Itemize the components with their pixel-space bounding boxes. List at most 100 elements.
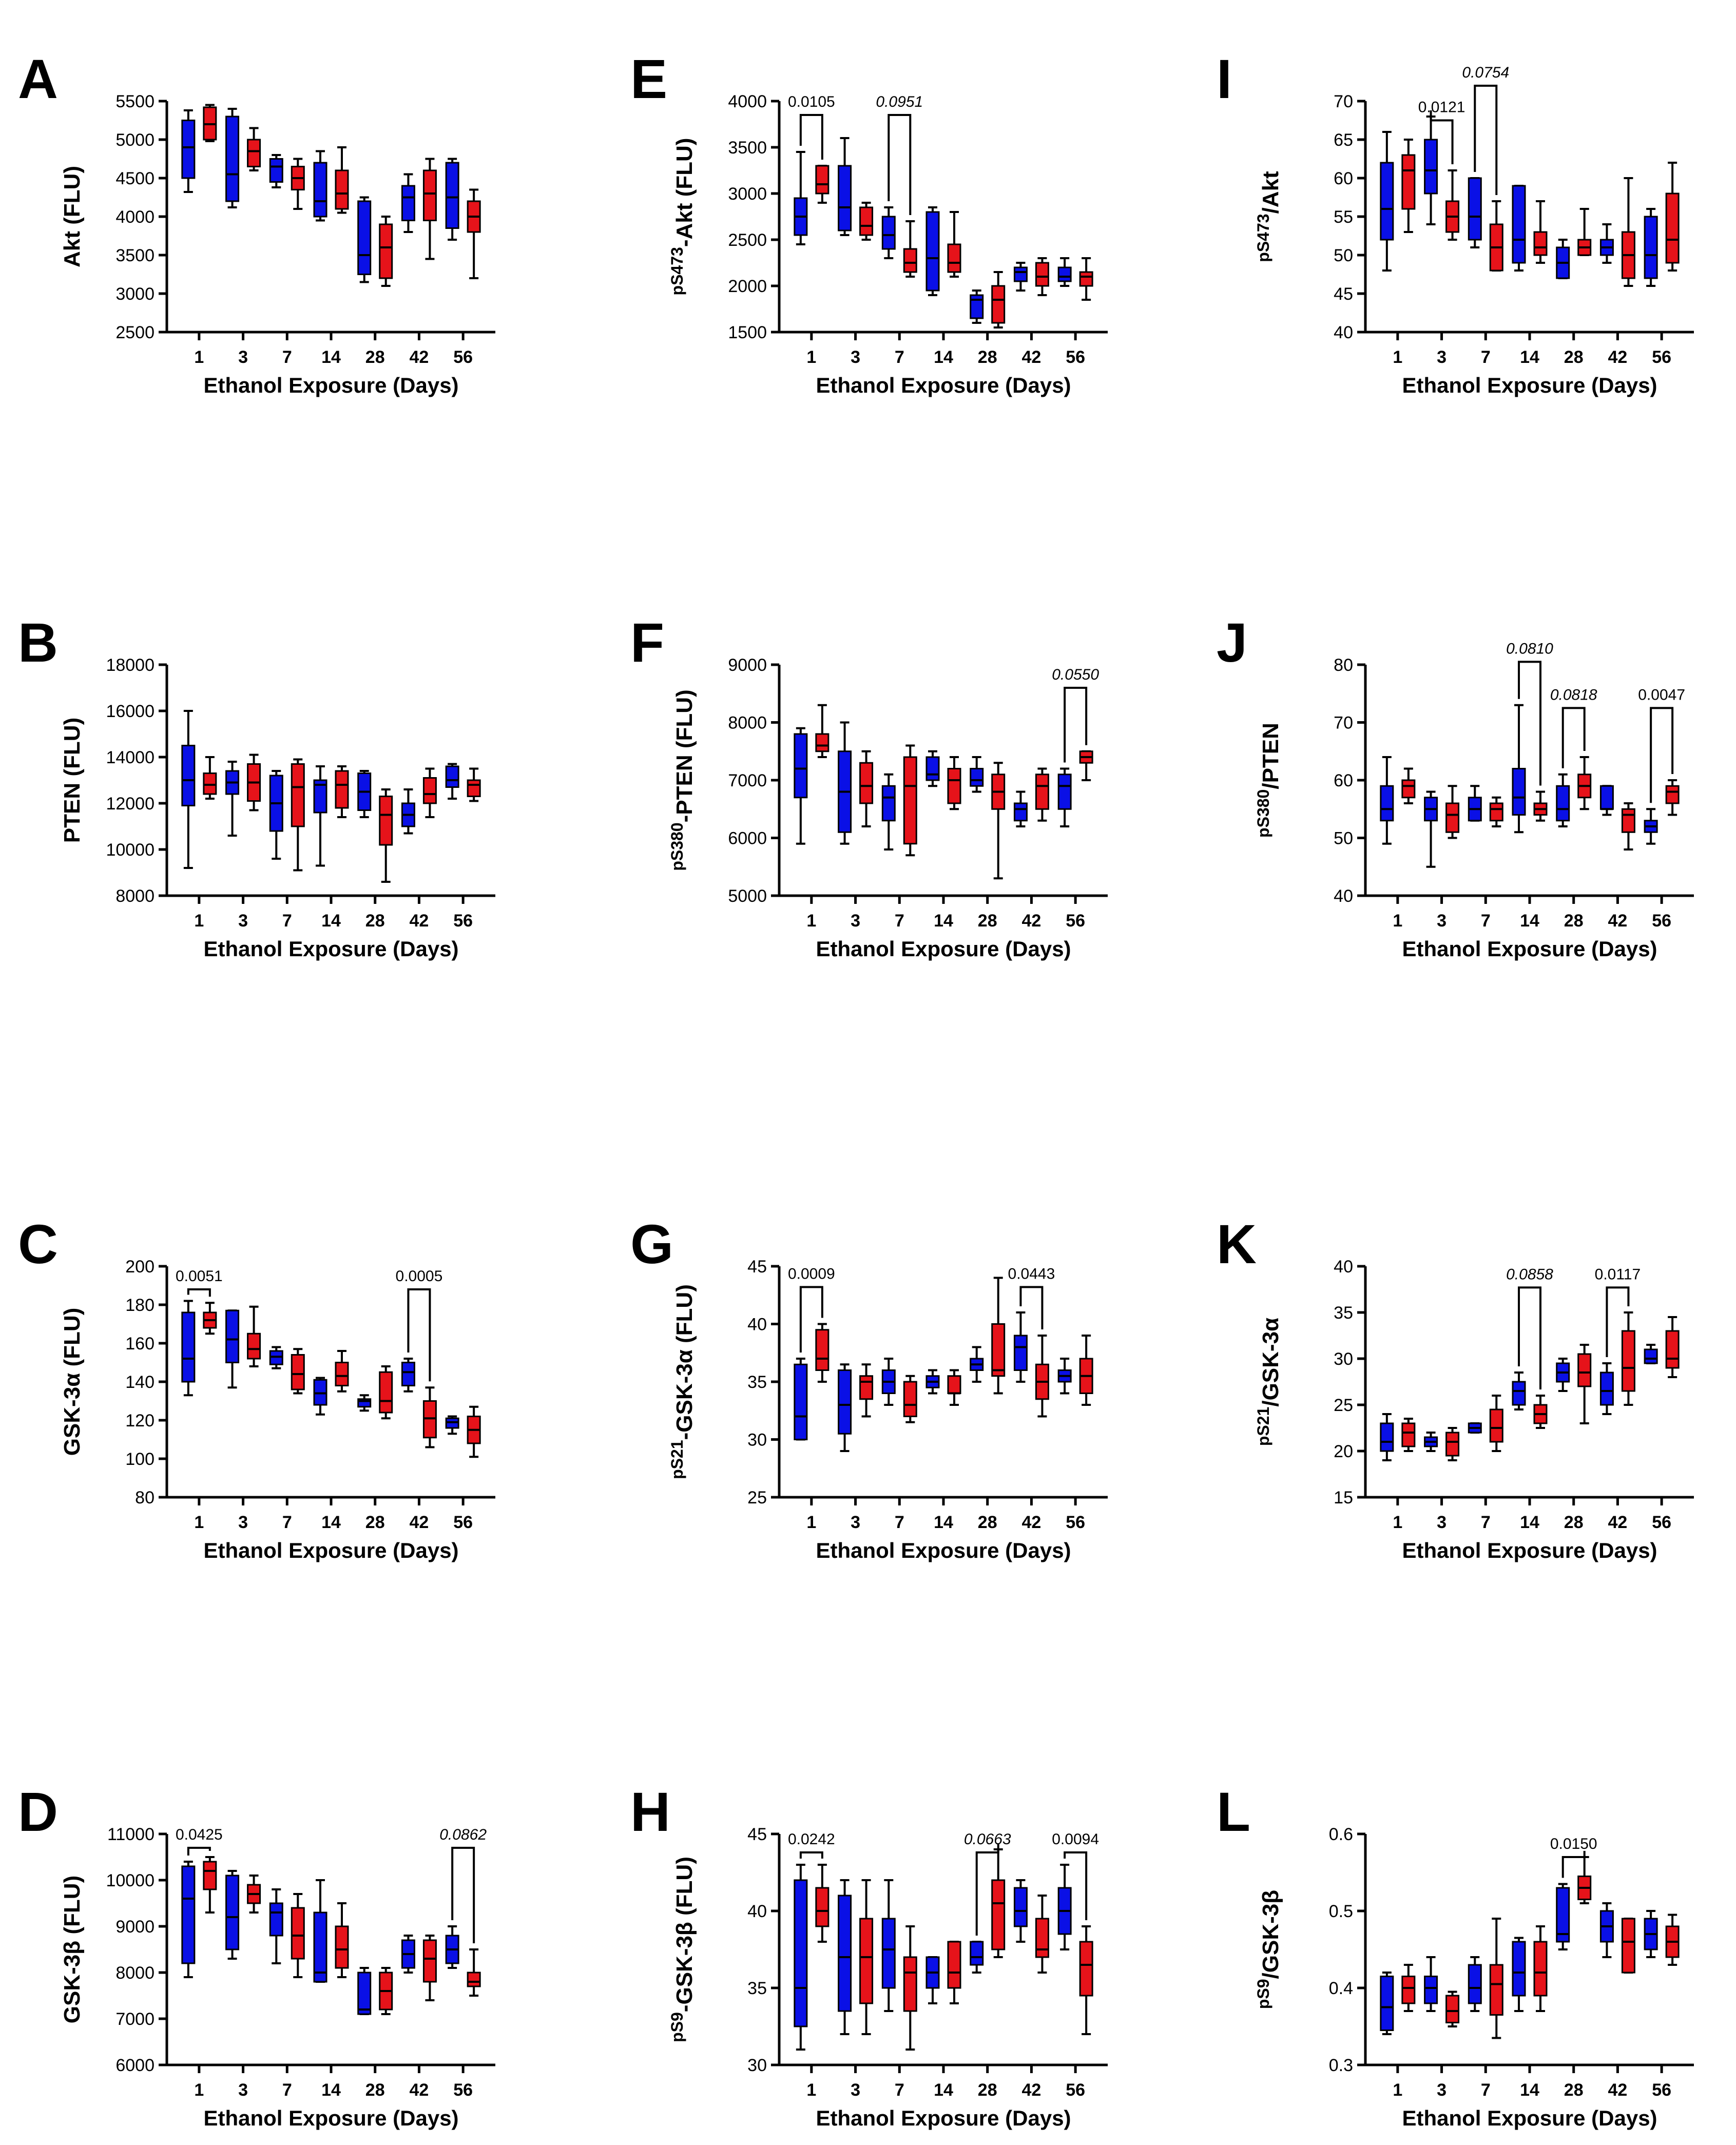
ethanol-box xyxy=(467,767,481,802)
x-tick-label: 28 xyxy=(365,911,385,931)
x-tick-label: 42 xyxy=(1608,347,1628,367)
box-body xyxy=(991,1323,1006,1377)
control-box xyxy=(1644,1344,1658,1364)
ethanol-box xyxy=(1665,1914,1680,1966)
y-tick-label: 70 xyxy=(1334,713,1353,733)
panel-j: J 40 50 60 70 80 1 3 7 14 28 42 56 Ethanol Exposure (… xyxy=(1217,611,1694,961)
x-tick-label: 3 xyxy=(851,911,860,931)
box-body xyxy=(1445,802,1460,833)
control-box xyxy=(1556,773,1570,827)
y-tick-label: 3500 xyxy=(728,138,767,158)
ethanol-box xyxy=(335,1350,349,1393)
x-tick-label: 42 xyxy=(410,911,429,931)
y-tick-label: 12000 xyxy=(106,794,155,814)
box-body xyxy=(1401,1976,1416,2004)
control-box xyxy=(1468,1422,1482,1434)
ethanol-box xyxy=(203,1856,217,1914)
control-box xyxy=(838,721,852,845)
x-axis-label: Ethanol Exposure (Days) xyxy=(203,937,458,961)
x-tick-label: 56 xyxy=(1652,2080,1671,2100)
ethanol-box xyxy=(1577,1344,1592,1424)
y-axis-label: GSK-3β (FLU) xyxy=(60,1876,85,2023)
control-box xyxy=(1057,1358,1072,1395)
x-tick-label: 56 xyxy=(1652,347,1671,367)
x-tick-label: 7 xyxy=(282,911,292,931)
panel-h: H 30 35 40 45 1 3 7 14 28 42 56 Ethanol Exposure (Da… xyxy=(630,1781,1108,2130)
control-box xyxy=(1512,185,1526,272)
y-tick-label: 0.5 xyxy=(1329,1902,1353,1921)
control-box xyxy=(225,1870,240,1960)
x-tick-label: 14 xyxy=(1520,347,1539,367)
y-axis-label-text: Akt (FLU) xyxy=(60,166,85,267)
control-box xyxy=(269,1346,283,1369)
ethanol-box xyxy=(1489,1395,1503,1452)
control-box xyxy=(881,1879,896,2012)
x-tick-label: 14 xyxy=(1520,2080,1539,2100)
y-tick-label: 50 xyxy=(1334,829,1353,848)
x-tick-label: 56 xyxy=(453,2080,473,2100)
y-tick-label: 40 xyxy=(747,1315,767,1335)
p-value-label: 0.0818 xyxy=(1550,686,1597,703)
significance-bracket: 0.0858 xyxy=(1506,1266,1553,1389)
box-body xyxy=(1665,192,1680,264)
ethanol-box xyxy=(903,1375,917,1423)
ethanol-box xyxy=(1533,1395,1548,1429)
box-body xyxy=(1489,1964,1503,2016)
control-box xyxy=(794,727,808,845)
control-box xyxy=(357,1967,372,2015)
box-body xyxy=(947,1375,961,1394)
box-body xyxy=(1621,1330,1635,1392)
y-tick-label: 9000 xyxy=(728,655,767,675)
control-box xyxy=(1424,115,1438,225)
control-box xyxy=(445,158,459,241)
control-box xyxy=(970,756,984,793)
x-axis-label: Ethanol Exposure (Days) xyxy=(816,1538,1071,1562)
y-axis-label-text: -Akt (FLU) xyxy=(672,138,697,247)
box-body xyxy=(1489,802,1503,822)
ethanol-box xyxy=(815,165,830,204)
x-tick-label: 28 xyxy=(978,911,997,931)
panel-g: G 25 30 35 40 45 1 3 7 14 28 42 56 Ethanol Exposure (… xyxy=(630,1213,1108,1562)
y-tick-label: 9000 xyxy=(115,1917,155,1937)
y-axis-label-superscript: pS21 xyxy=(1254,1407,1272,1446)
p-value-label: 0.0810 xyxy=(1506,640,1553,657)
control-box xyxy=(225,1309,240,1389)
control-box xyxy=(1013,1311,1028,1383)
significance-bracket: 0.0818 xyxy=(1550,686,1597,768)
p-value-label: 0.0005 xyxy=(396,1268,443,1285)
y-tick-label: 14000 xyxy=(106,748,155,767)
y-tick-label: 11000 xyxy=(107,1825,155,1844)
x-tick-label: 42 xyxy=(1608,911,1628,931)
box-body xyxy=(1079,271,1093,287)
y-tick-label: 45 xyxy=(747,1257,767,1277)
y-axis-label: pS380-PTEN (FLU) xyxy=(668,689,697,871)
control-box xyxy=(925,1956,940,2004)
box-body xyxy=(947,1941,961,1989)
control-box xyxy=(1556,239,1570,279)
box-body xyxy=(1512,185,1526,264)
ethanol-box xyxy=(815,1323,830,1383)
control-box xyxy=(1380,131,1394,272)
box-body xyxy=(1035,774,1049,810)
y-tick-label: 40 xyxy=(1334,323,1353,342)
x-tick-label: 7 xyxy=(1481,911,1491,931)
ethanol-box xyxy=(379,216,393,287)
box-body xyxy=(225,115,240,202)
y-tick-label: 5000 xyxy=(115,130,155,150)
box-body xyxy=(1057,266,1072,282)
ethanol-box xyxy=(1035,1335,1049,1418)
x-tick-label: 28 xyxy=(978,1513,997,1532)
y-axis-label-text: PTEN (FLU) xyxy=(60,718,85,843)
y-axis-label-superscript: pS473 xyxy=(1254,214,1272,262)
y-tick-label: 180 xyxy=(125,1296,155,1315)
control-box xyxy=(401,788,415,835)
y-tick-label: 3000 xyxy=(728,184,767,204)
control-box xyxy=(970,1941,984,1974)
box-body xyxy=(991,1879,1006,1950)
control-box xyxy=(881,1358,896,1406)
y-tick-label: 80 xyxy=(135,1488,155,1508)
box-body xyxy=(881,1918,896,1989)
y-tick-label: 6000 xyxy=(115,2056,155,2075)
box-body xyxy=(1512,768,1526,816)
ethanol-box xyxy=(335,1902,349,1978)
